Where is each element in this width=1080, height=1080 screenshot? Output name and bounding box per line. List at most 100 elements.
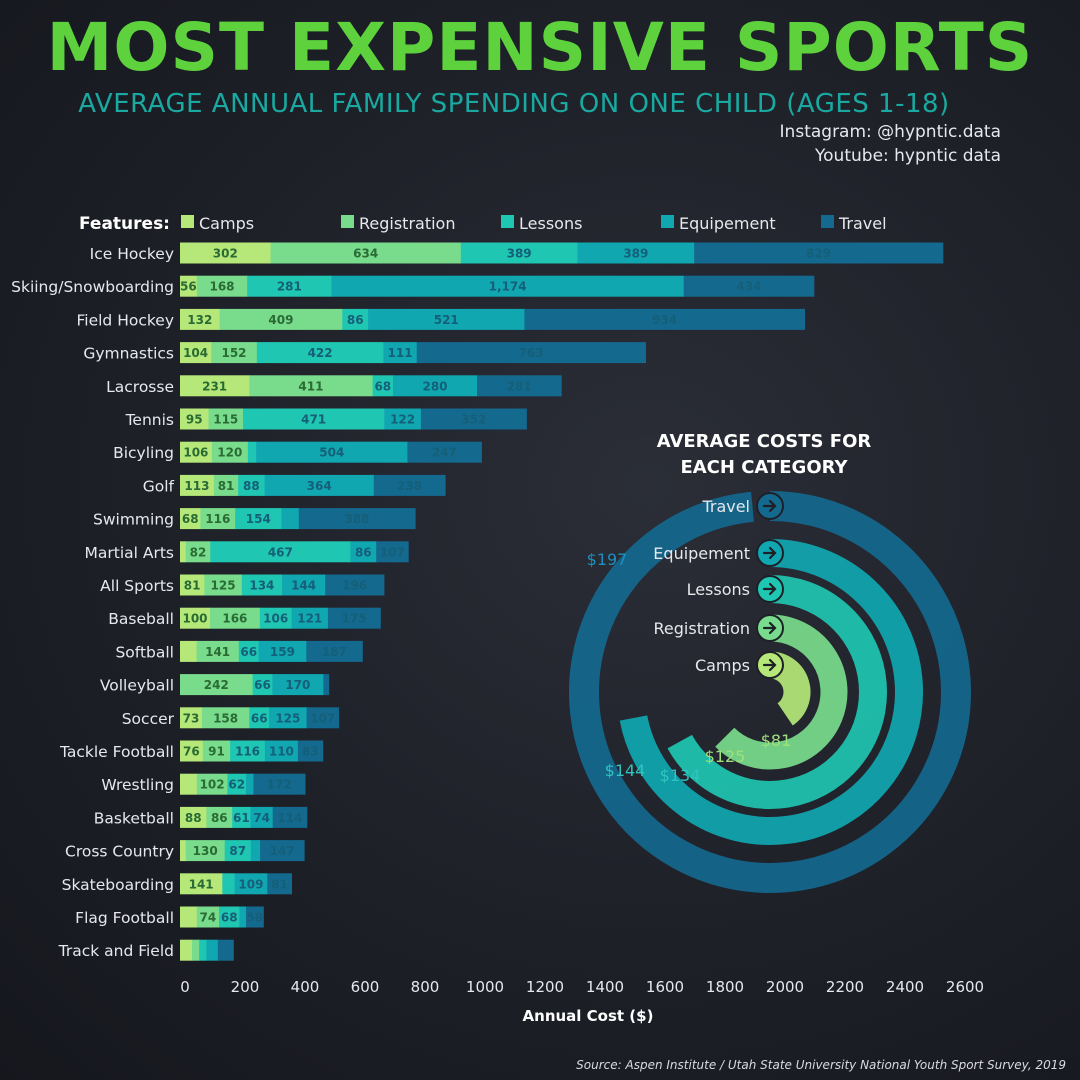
category-label: Track and Field bbox=[58, 942, 174, 960]
bar-value-label: 81 bbox=[271, 877, 288, 891]
bar-value-label: 159 bbox=[270, 645, 295, 659]
bar-value-label: 144 bbox=[291, 579, 316, 593]
page-title: MOST EXPENSIVE SPORTS bbox=[46, 9, 1034, 86]
radial-label-equipement: Equipement bbox=[653, 544, 750, 563]
bar-segment bbox=[249, 375, 373, 397]
radial-arc-travel bbox=[569, 491, 971, 893]
bar-segment bbox=[243, 408, 385, 430]
category-label: Ice Hockey bbox=[90, 245, 174, 263]
bar-value-label: 471 bbox=[301, 413, 326, 427]
bar-value-label: 763 bbox=[519, 346, 544, 360]
bar-segment bbox=[180, 408, 209, 430]
bar-segment bbox=[247, 441, 257, 463]
category-label: Lacrosse bbox=[106, 378, 174, 396]
bar-segment bbox=[282, 574, 326, 596]
legend-swatch-lessons bbox=[501, 215, 514, 228]
bar-value-label: 388 bbox=[344, 512, 369, 526]
bar-value-label: 170 bbox=[285, 678, 310, 692]
bar-value-label: 829 bbox=[806, 247, 831, 261]
bar-value-label: 158 bbox=[213, 711, 238, 725]
x-tick-label: 400 bbox=[291, 978, 320, 996]
bar-value-label: 172 bbox=[267, 778, 292, 792]
bar-value-label: 389 bbox=[623, 247, 648, 261]
bar-segment bbox=[249, 707, 270, 729]
bar-segment bbox=[420, 408, 527, 430]
bar-segment bbox=[211, 342, 258, 364]
radial-value-travel: $197 bbox=[587, 550, 628, 569]
bar-value-label: 111 bbox=[388, 346, 413, 360]
radial-value-camps: $81 bbox=[761, 731, 792, 750]
legend-swatch-camps bbox=[181, 215, 194, 228]
bar-value-label: 130 bbox=[193, 844, 218, 858]
bar-segment bbox=[384, 408, 422, 430]
bar-value-label: 168 bbox=[209, 280, 234, 294]
bar-value-label: 76 bbox=[183, 745, 200, 759]
bar-segment bbox=[180, 275, 198, 297]
bar-value-label: 422 bbox=[308, 346, 333, 360]
bar-value-label: 107 bbox=[310, 711, 335, 725]
bar-value-label: 521 bbox=[434, 313, 459, 327]
bar-value-label: 389 bbox=[507, 247, 532, 261]
category-label: Softball bbox=[115, 643, 174, 661]
x-tick-label: 200 bbox=[231, 978, 260, 996]
source-note: Source: Aspen Institute / Utah State Uni… bbox=[576, 1058, 1066, 1072]
bar-value-label: 114 bbox=[277, 811, 302, 825]
bar-value-label: 187 bbox=[322, 645, 347, 659]
bar-segment bbox=[180, 342, 212, 364]
bar-value-label: 121 bbox=[297, 612, 322, 626]
bar-value-label: 74 bbox=[200, 911, 217, 925]
category-label: Tackle Football bbox=[59, 743, 174, 761]
bar-value-label: 352 bbox=[461, 413, 486, 427]
bar-segment bbox=[259, 607, 292, 629]
radial-label-travel: Travel bbox=[701, 497, 750, 516]
x-tick-label: 1000 bbox=[466, 978, 504, 996]
bar-segment bbox=[196, 640, 240, 662]
bar-segment bbox=[342, 308, 369, 330]
bar-value-label: 125 bbox=[275, 711, 300, 725]
bar-segment bbox=[247, 275, 332, 297]
radial-label-lessons: Lessons bbox=[687, 580, 750, 599]
bar-value-label: 152 bbox=[221, 346, 246, 360]
bar-segment bbox=[281, 508, 300, 530]
bar-value-label: 364 bbox=[307, 479, 332, 493]
radial-arc-equipement bbox=[619, 539, 923, 845]
bar-value-label: 132 bbox=[187, 313, 212, 327]
bar-segment bbox=[694, 242, 944, 264]
bar-segment bbox=[210, 541, 351, 563]
bar-value-label: 91 bbox=[208, 745, 225, 759]
bar-value-label: 58 bbox=[246, 911, 263, 925]
bar-segment bbox=[199, 939, 207, 961]
bar-value-label: 110 bbox=[269, 745, 294, 759]
bar-segment bbox=[213, 474, 239, 496]
bar-value-label: 86 bbox=[355, 545, 372, 559]
bar-segment bbox=[211, 441, 249, 463]
bar-segment bbox=[246, 906, 264, 928]
legend-swatch-equipement bbox=[661, 215, 674, 228]
bar-segment bbox=[256, 441, 408, 463]
radial-value-registration: $125 bbox=[705, 747, 746, 766]
bar-segment bbox=[250, 806, 274, 828]
bar-value-label: 106 bbox=[183, 446, 208, 460]
bar-value-label: 238 bbox=[397, 479, 422, 493]
bar-value-label: 86 bbox=[211, 811, 228, 825]
bar-segment bbox=[241, 574, 283, 596]
bar-segment bbox=[323, 674, 330, 696]
bar-segment bbox=[180, 441, 213, 463]
bar-value-label: 122 bbox=[390, 413, 415, 427]
x-tick-label: 2000 bbox=[766, 978, 804, 996]
bar-segment bbox=[383, 342, 418, 364]
bar-value-label: 62 bbox=[228, 778, 245, 792]
legend-label-registration: Registration bbox=[359, 214, 455, 233]
x-tick-label: 2200 bbox=[826, 978, 864, 996]
bar-value-label: 411 bbox=[298, 379, 323, 393]
legend-label-equipement: Equipement bbox=[679, 214, 776, 233]
category-label: Field Hockey bbox=[77, 311, 175, 329]
bar-segment bbox=[350, 541, 377, 563]
bar-segment bbox=[272, 674, 324, 696]
bar-segment bbox=[297, 740, 324, 762]
bar-segment bbox=[180, 674, 253, 696]
category-label: Wrestling bbox=[101, 776, 174, 794]
bar-segment bbox=[260, 840, 305, 862]
bar-segment bbox=[477, 375, 562, 397]
